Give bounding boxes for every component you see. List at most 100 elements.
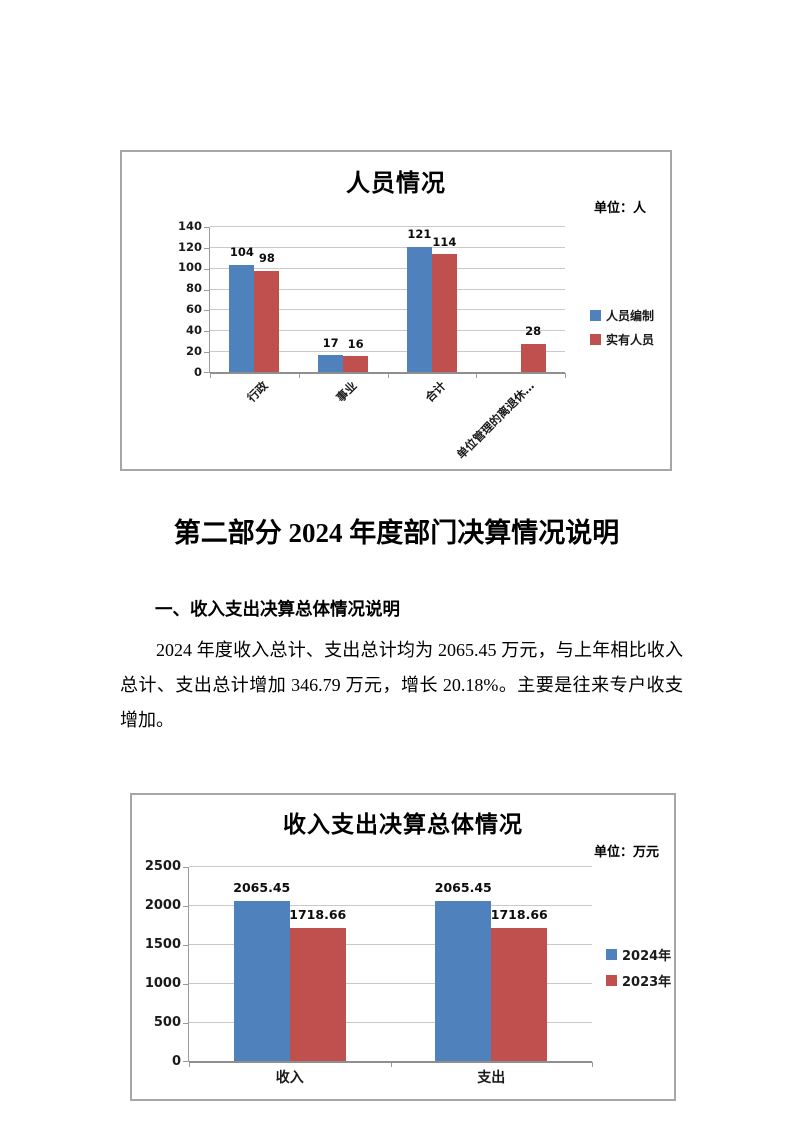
- y-axis-label: 1500: [144, 936, 181, 952]
- x-axis-tick: [565, 373, 566, 378]
- bar-value-label: 114: [432, 234, 457, 249]
- legend: 人员编制 实有人员: [590, 307, 654, 348]
- x-axis-label: 合计: [422, 378, 449, 405]
- x-axis-tick: [387, 373, 389, 378]
- y-axis-tick: [204, 268, 210, 270]
- y-axis-tick: [204, 331, 210, 333]
- bar: [229, 264, 255, 373]
- bar: [491, 927, 548, 1062]
- y-axis-label: 0: [193, 364, 202, 379]
- bar: [318, 355, 344, 373]
- budget-overview-chart: 收入支出决算总体情况 单位：万元 0 500 1000 1500 2000 2500 206…: [130, 793, 676, 1101]
- y-axis-line: [209, 227, 210, 373]
- personnel-chart: 人员情况 单位：人 0 20 40 60 80 100 120 140 104 17 121 98 16…: [120, 150, 672, 471]
- gridline: [189, 944, 592, 945]
- x-axis-tick: [390, 1062, 392, 1067]
- y-axis-label: 80: [185, 281, 202, 296]
- gridline: [189, 905, 592, 906]
- bar-value-label: 16: [347, 336, 364, 351]
- bar: [431, 254, 457, 373]
- legend-item: 人员编制: [590, 307, 654, 324]
- bar: [406, 246, 432, 373]
- y-axis-label: 20: [185, 343, 202, 358]
- gridline: [189, 866, 592, 867]
- legend-label: 2023年: [622, 975, 672, 990]
- gridline: [210, 351, 565, 353]
- legend-swatch-icon: [606, 949, 617, 960]
- bar-value-label: 17: [322, 335, 339, 350]
- gridline: [210, 330, 565, 332]
- gridline: [210, 226, 565, 227]
- gridline: [210, 246, 565, 248]
- gridline: [210, 288, 565, 290]
- plot-area: 0 20 40 60 80 100 120 140 104 17 121 98 16 114 28 行政 事业 合…: [178, 220, 566, 462]
- legend-label: 2024年: [622, 949, 672, 964]
- x-axis-label: 行政: [244, 378, 271, 405]
- y-axis-label: 100: [177, 260, 202, 275]
- gridline: [189, 983, 592, 984]
- bar-value-label: 2065.45: [434, 880, 492, 896]
- bar-value-label: 2065.45: [233, 880, 291, 896]
- bar: [520, 343, 546, 373]
- chart-title: 收入支出决算总体情况: [283, 812, 523, 838]
- legend-label: 人员编制: [606, 309, 655, 323]
- x-axis-tick: [189, 1062, 190, 1067]
- bar-value-label: 28: [525, 324, 542, 339]
- y-axis-label: 40: [185, 322, 202, 337]
- y-axis-tick: [204, 372, 210, 373]
- legend-swatch-icon: [590, 310, 601, 321]
- x-axis-label: 单位管理的离退休…: [454, 378, 538, 462]
- legend-item: 实有人员: [590, 331, 654, 348]
- gridline: [210, 267, 565, 269]
- chart-title: 人员情况: [346, 169, 446, 197]
- unit-label: 单位：人: [593, 201, 646, 216]
- y-axis-tick: [204, 247, 210, 249]
- y-axis-label: 140: [177, 218, 202, 233]
- bar: [343, 356, 369, 373]
- y-axis-tick: [204, 310, 210, 312]
- unit-label: 单位：万元: [593, 845, 659, 860]
- x-axis-tick: [476, 373, 478, 378]
- y-axis-tick: [204, 352, 210, 354]
- x-axis-tick: [592, 1062, 593, 1067]
- bar: [233, 900, 290, 1062]
- gridline: [210, 309, 565, 311]
- y-axis-label: 0: [171, 1053, 181, 1069]
- subsection-heading: 一、收入支出决算总体情况说明: [155, 600, 400, 620]
- y-axis-tick: [183, 945, 189, 946]
- legend-swatch-icon: [590, 334, 601, 345]
- y-axis-tick: [183, 1061, 189, 1062]
- body-paragraph: 2024 年度收入总计、支出总计均为 2065.45 万元，与上年相比收入总计、…: [120, 640, 683, 730]
- x-axis-line: [210, 372, 565, 374]
- y-axis-tick: [183, 906, 189, 907]
- section-heading: 第二部分 2024 年度部门决算情况说明: [173, 518, 620, 548]
- y-axis-label: 2500: [144, 858, 181, 874]
- y-axis-tick: [204, 227, 210, 228]
- bar-value-label: 104: [229, 245, 254, 260]
- x-axis-tick: [210, 373, 211, 378]
- y-axis-line: [188, 867, 189, 1062]
- x-axis-tick: [298, 373, 300, 378]
- y-axis-label: 2000: [144, 897, 181, 913]
- bar: [254, 270, 280, 373]
- y-axis-label: 60: [185, 302, 202, 317]
- legend-swatch-icon: [606, 975, 617, 986]
- x-axis-label: 事业: [333, 378, 360, 405]
- y-axis-label: 120: [177, 239, 202, 254]
- bar: [289, 927, 346, 1062]
- x-axis-label: 支出: [477, 1070, 506, 1086]
- plot-area: 0 500 1000 1500 2000 2500 2065.45 2065.45 1718.6…: [145, 860, 593, 1085]
- y-axis-tick: [183, 1023, 189, 1024]
- x-axis-label: 收入: [275, 1070, 304, 1086]
- legend-item: 2023年: [606, 971, 671, 990]
- y-axis-tick: [204, 289, 210, 291]
- bar: [435, 900, 492, 1062]
- bar-value-label: 1718.66: [490, 907, 548, 923]
- legend-label: 实有人员: [606, 333, 655, 347]
- gridline: [189, 1022, 592, 1023]
- y-axis-label: 500: [153, 1014, 181, 1030]
- y-axis-label: 1000: [144, 975, 181, 991]
- legend: 2024年 2023年: [606, 945, 671, 990]
- bar-value-label: 121: [407, 227, 432, 242]
